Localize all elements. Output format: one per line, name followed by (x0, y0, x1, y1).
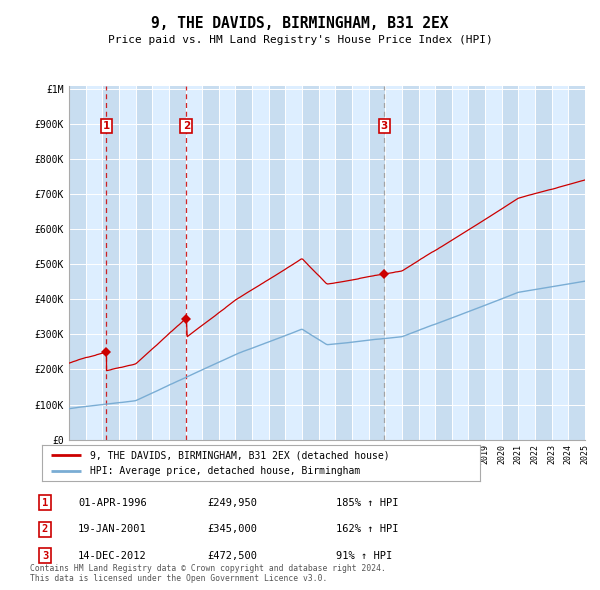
Bar (86, 86, 102, 440)
Bar (469, 86, 485, 440)
Bar (235, 86, 252, 440)
Bar (568, 86, 585, 440)
Text: 19-JAN-2001: 19-JAN-2001 (78, 525, 147, 534)
Text: HPI: Average price, detached house, Birmingham: HPI: Average price, detached house, Birm… (90, 466, 361, 476)
Bar (269, 86, 286, 440)
Bar (136, 86, 152, 440)
Bar (302, 86, 319, 440)
Bar (152, 86, 169, 440)
Text: £345,000: £345,000 (207, 525, 257, 534)
Bar (319, 86, 335, 440)
Bar (452, 86, 469, 440)
Bar (502, 86, 518, 440)
Bar (385, 86, 402, 440)
Bar (552, 86, 568, 440)
Bar (535, 86, 552, 440)
Bar (402, 86, 419, 440)
Bar (518, 86, 535, 440)
Text: 2: 2 (42, 525, 48, 534)
Bar (185, 86, 202, 440)
Text: Contains HM Land Registry data © Crown copyright and database right 2024.
This d: Contains HM Land Registry data © Crown c… (30, 563, 386, 583)
Text: £249,950: £249,950 (207, 498, 257, 507)
Bar (252, 86, 269, 440)
Text: 14-DEC-2012: 14-DEC-2012 (78, 551, 147, 560)
Text: 1: 1 (103, 121, 110, 131)
Text: 3: 3 (42, 551, 48, 560)
Bar (335, 86, 352, 440)
Text: 2: 2 (183, 121, 190, 131)
Bar (419, 86, 435, 440)
Bar (368, 86, 385, 440)
Bar (352, 86, 368, 440)
Text: Price paid vs. HM Land Registry's House Price Index (HPI): Price paid vs. HM Land Registry's House … (107, 35, 493, 45)
Bar (102, 86, 119, 440)
Bar (485, 86, 502, 440)
Text: 185% ↑ HPI: 185% ↑ HPI (336, 498, 398, 507)
Bar (219, 86, 235, 440)
Text: £472,500: £472,500 (207, 551, 257, 560)
Bar (435, 86, 452, 440)
Bar (69, 86, 86, 440)
Text: 91% ↑ HPI: 91% ↑ HPI (336, 551, 392, 560)
Bar (202, 86, 219, 440)
Text: 1: 1 (42, 498, 48, 507)
Text: 3: 3 (381, 121, 388, 131)
Bar (169, 86, 185, 440)
Text: 9, THE DAVIDS, BIRMINGHAM, B31 2EX: 9, THE DAVIDS, BIRMINGHAM, B31 2EX (151, 16, 449, 31)
Bar (286, 86, 302, 440)
Text: 01-APR-1996: 01-APR-1996 (78, 498, 147, 507)
Text: 162% ↑ HPI: 162% ↑ HPI (336, 525, 398, 534)
Bar (119, 86, 136, 440)
Text: 9, THE DAVIDS, BIRMINGHAM, B31 2EX (detached house): 9, THE DAVIDS, BIRMINGHAM, B31 2EX (deta… (90, 450, 390, 460)
